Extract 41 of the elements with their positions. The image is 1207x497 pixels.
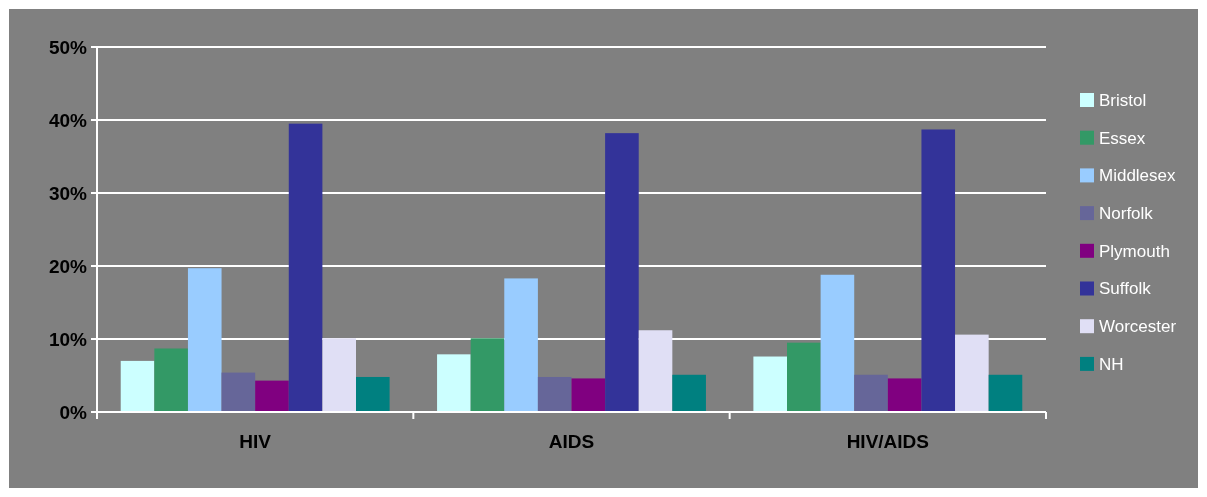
bar [187, 268, 222, 412]
bar [955, 334, 989, 412]
y-tick-label: 0% [59, 401, 88, 423]
legend-label: Worcester [1099, 317, 1177, 337]
y-tick-label: 50% [48, 36, 88, 58]
bar [537, 376, 572, 412]
bar [921, 129, 956, 412]
bar [437, 354, 471, 412]
bar [470, 338, 505, 412]
bar [605, 133, 639, 412]
bar [638, 330, 673, 412]
bar [288, 123, 323, 412]
y-tick-label: 30% [48, 182, 88, 204]
legend-label: Essex [1099, 128, 1146, 148]
legend-label: Plymouth [1099, 241, 1170, 261]
legend-label: Middlesex [1099, 166, 1177, 186]
bar [120, 360, 155, 412]
y-tick-label: 40% [48, 109, 88, 131]
bar [988, 374, 1023, 412]
x-tick-label: HIV [239, 431, 272, 452]
bar [820, 274, 855, 412]
y-tick-label: 10% [48, 328, 88, 350]
y-tick-label: 20% [48, 255, 88, 277]
legend-label: NH [1099, 354, 1124, 374]
bar [221, 372, 256, 412]
bar [255, 380, 289, 412]
bar [504, 278, 538, 412]
bar [571, 378, 606, 412]
x-tick-label: HIV/AIDS [846, 431, 930, 452]
legend-label: Suffolk [1099, 279, 1152, 299]
bar [356, 376, 390, 412]
bar [787, 342, 821, 412]
bar [753, 356, 787, 412]
bar [887, 378, 922, 412]
legend-label: Bristol [1099, 90, 1147, 110]
bar [322, 338, 356, 412]
bar [672, 374, 706, 412]
x-tick-label: AIDS [548, 431, 595, 452]
legend-label: Norfolk [1099, 204, 1154, 224]
bar [854, 374, 888, 412]
bar [154, 348, 188, 412]
